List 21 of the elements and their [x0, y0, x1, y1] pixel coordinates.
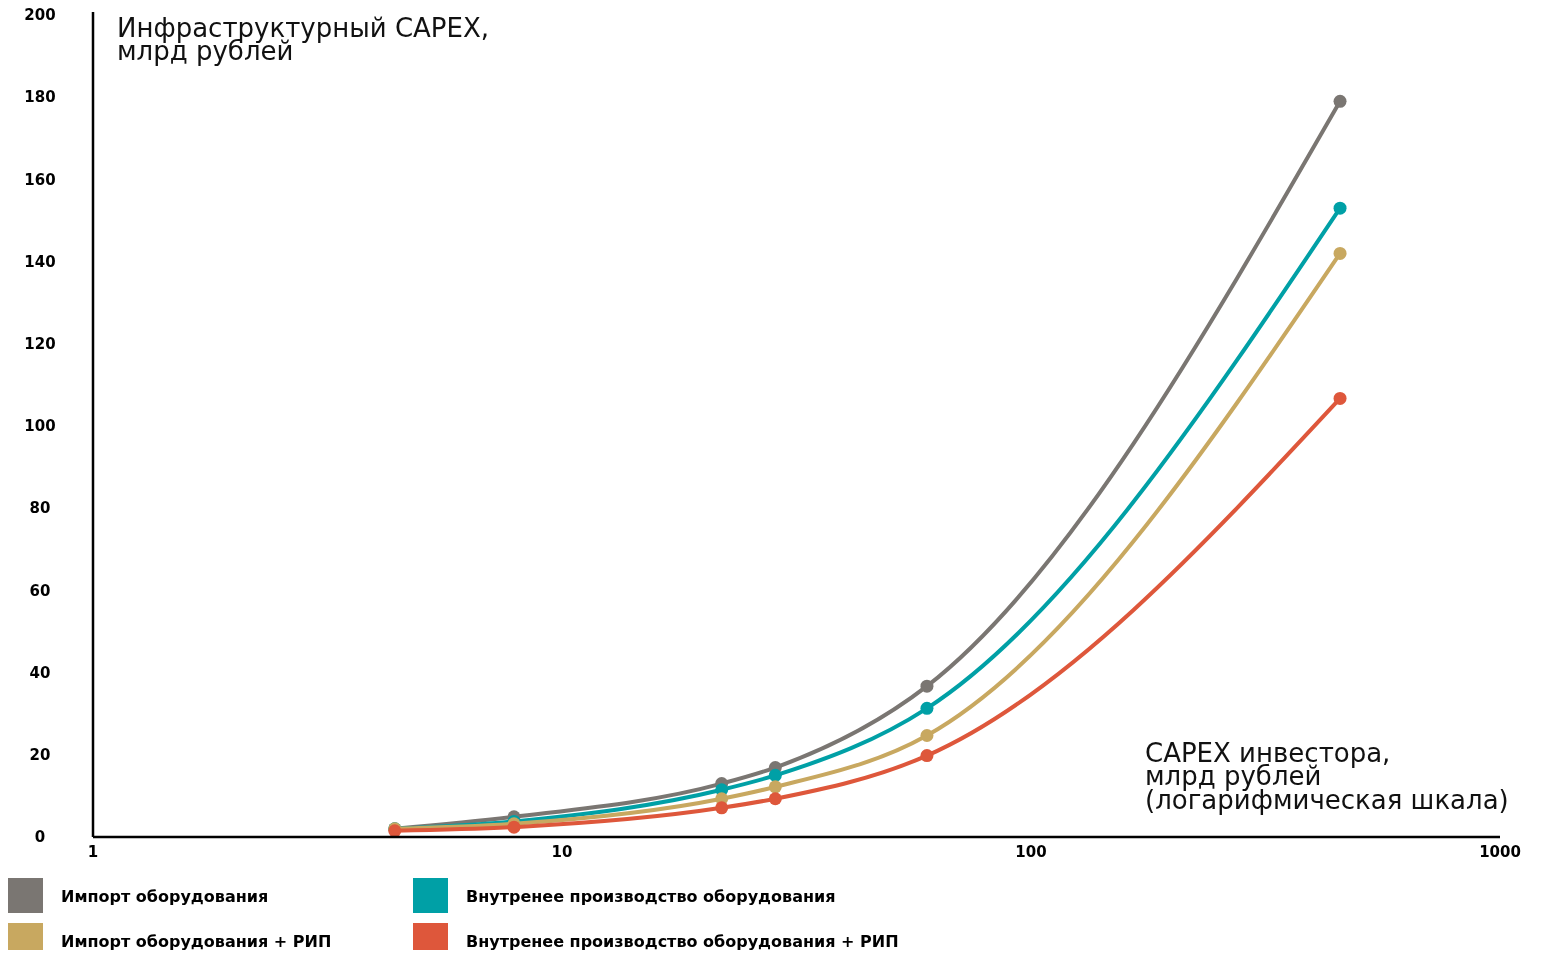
legend-label: Импорт оборудования + РИП	[61, 931, 332, 951]
y-tick-label: 160	[24, 170, 56, 189]
y-tick-label: 120	[24, 335, 56, 354]
x-tick-label: 100	[1015, 843, 1047, 861]
x-tick-label: 10	[551, 843, 573, 861]
y-tick-label: 40	[29, 663, 51, 682]
y-tick-label: 100	[24, 417, 56, 436]
x-tick-label: 1000	[1479, 843, 1521, 861]
y-tick-label: 200	[24, 6, 56, 25]
y-tick-label: 80	[29, 499, 51, 518]
legend-label: Импорт оборудования	[61, 886, 269, 906]
y-tick-label: 180	[24, 88, 56, 107]
y-tick-label: 20	[29, 746, 51, 765]
legend-label: Внутренее производство оборудования + РИП	[466, 931, 899, 951]
y-axis-title: Инфраструктурный CAPEX, млрд рублей	[117, 13, 489, 67]
legend-label: Внутренее производство оборудования	[466, 886, 836, 906]
x-axis-title: CAPEX инвестора, млрд рублей (логарифмическая шкала)	[1145, 738, 1509, 815]
x-tick-label: 1	[87, 843, 99, 861]
y-tick-label: 60	[29, 581, 51, 600]
y-tick-label: 0	[34, 828, 46, 847]
y-tick-label: 140	[24, 252, 56, 271]
